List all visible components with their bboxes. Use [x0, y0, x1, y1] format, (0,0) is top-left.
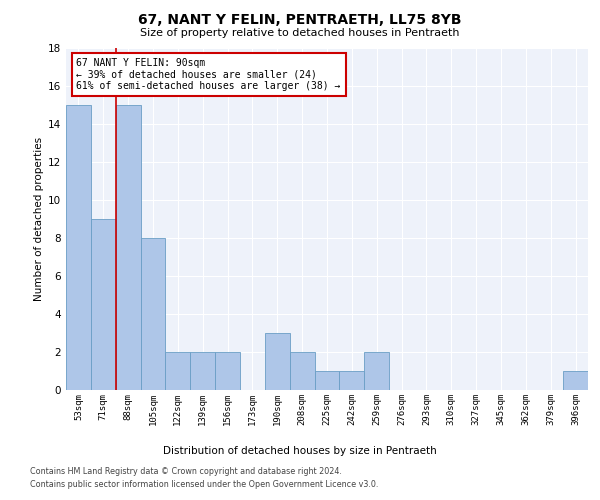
Text: Contains public sector information licensed under the Open Government Licence v3: Contains public sector information licen…	[30, 480, 379, 489]
Bar	[265, 333, 290, 390]
Bar	[116, 104, 140, 390]
Bar	[290, 352, 314, 390]
Bar	[166, 352, 190, 390]
Text: Distribution of detached houses by size in Pentraeth: Distribution of detached houses by size …	[163, 446, 437, 456]
Text: 67, NANT Y FELIN, PENTRAETH, LL75 8YB: 67, NANT Y FELIN, PENTRAETH, LL75 8YB	[138, 12, 462, 26]
Bar	[140, 238, 166, 390]
Bar	[340, 371, 364, 390]
Bar	[364, 352, 389, 390]
Bar	[91, 219, 116, 390]
Bar	[190, 352, 215, 390]
Bar	[314, 371, 340, 390]
Text: Size of property relative to detached houses in Pentraeth: Size of property relative to detached ho…	[140, 28, 460, 38]
Bar	[66, 104, 91, 390]
Bar	[563, 371, 588, 390]
Text: 67 NANT Y FELIN: 90sqm
← 39% of detached houses are smaller (24)
61% of semi-det: 67 NANT Y FELIN: 90sqm ← 39% of detached…	[76, 58, 341, 91]
Y-axis label: Number of detached properties: Number of detached properties	[34, 136, 44, 301]
Bar	[215, 352, 240, 390]
Text: Contains HM Land Registry data © Crown copyright and database right 2024.: Contains HM Land Registry data © Crown c…	[30, 468, 342, 476]
